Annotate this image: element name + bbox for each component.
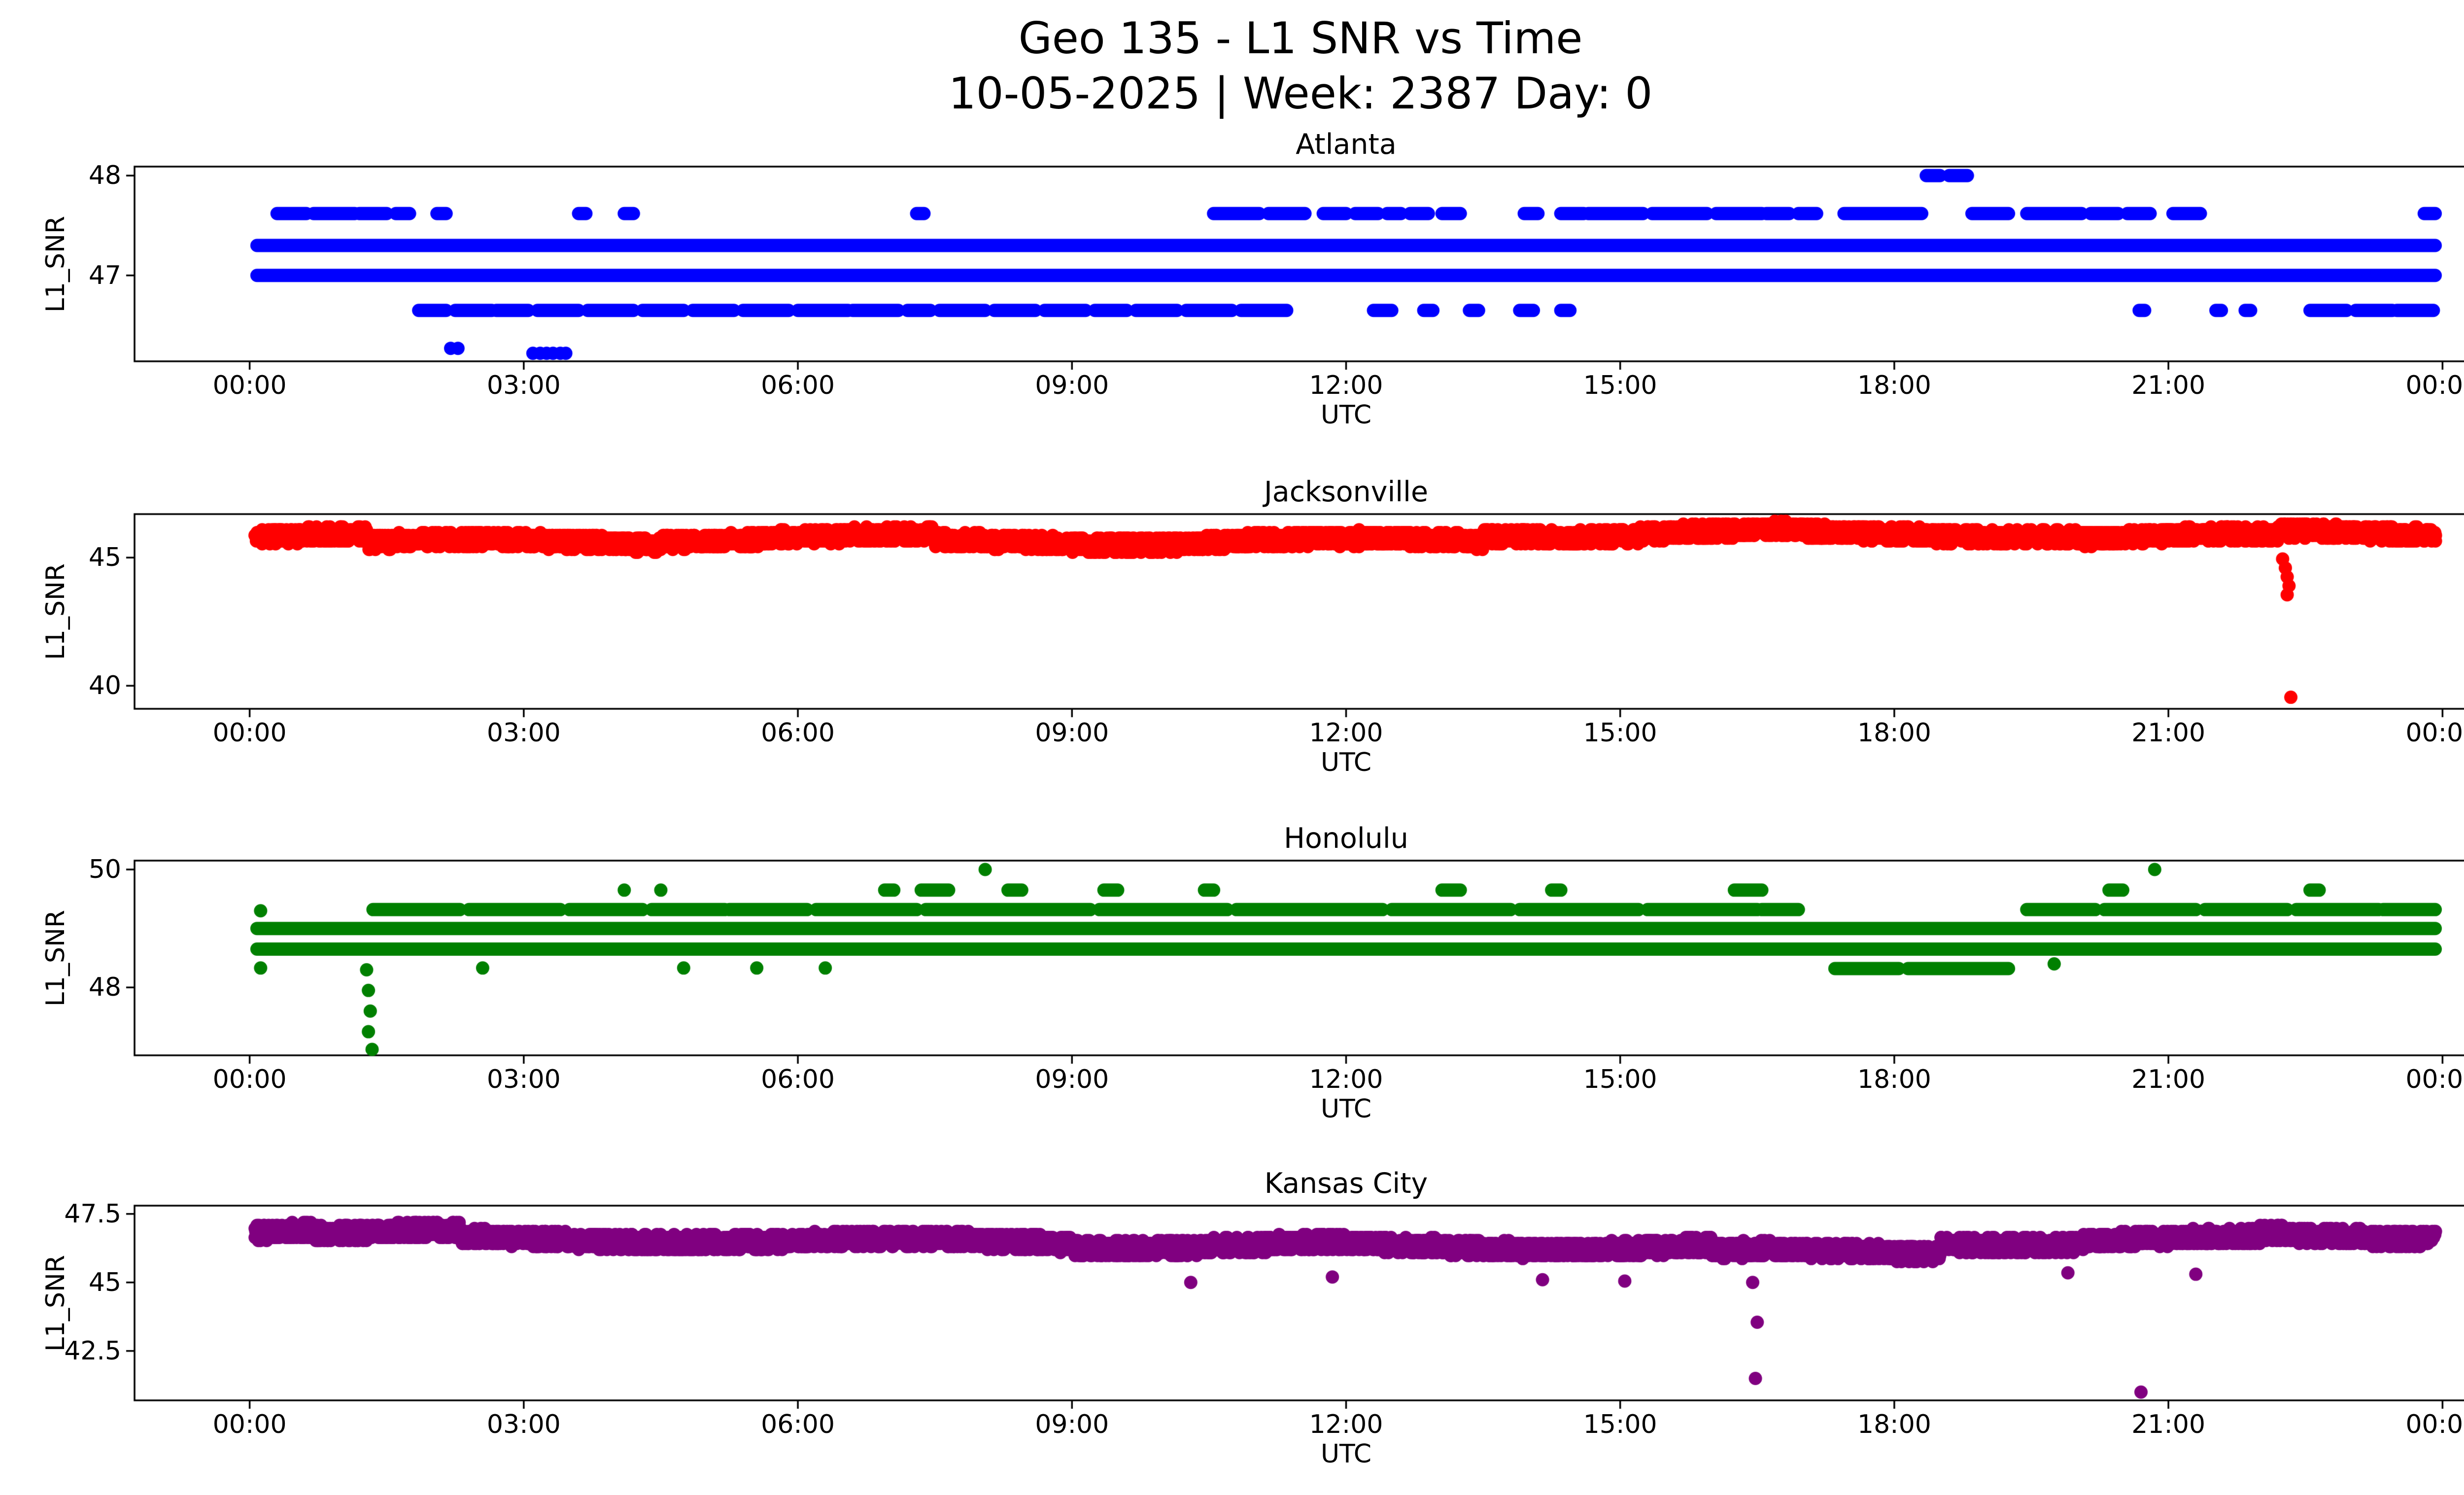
x-tick-label: 03:00: [486, 371, 561, 400]
y-axis-label: L1_SNR: [41, 563, 70, 661]
subplot-kansas-city: Kansas City L1_SNR UTC 00:00 03:00 06:00 09…: [0, 1167, 2464, 1493]
x-tick-label: 00:00: [212, 371, 287, 400]
x-tick-label: 18:00: [1857, 1065, 1931, 1094]
x-tick-label: 15:00: [1583, 718, 1657, 748]
subplot-title: Jacksonville: [1264, 476, 1429, 508]
x-tick-label: 15:00: [1583, 1410, 1657, 1439]
x-tick-label: 18:00: [1857, 1410, 1931, 1439]
y-tick-label: 50: [88, 854, 121, 884]
subplot-title: Honolulu: [1284, 822, 1408, 855]
x-axis-label: UTC: [1320, 1439, 1372, 1469]
figure-title-line2: 10-05-2025 | Week: 2387 Day: 0: [948, 68, 1653, 119]
y-tick-label: 47.5: [64, 1199, 121, 1229]
subplot-honolulu: Honolulu L1_SNR UTC 00:00 03:00 06:00 09:00…: [0, 822, 2464, 1147]
x-axis-label: UTC: [1320, 748, 1372, 777]
x-tick-label: 15:00: [1583, 1065, 1657, 1094]
x-tick-label: 00:00: [2405, 1065, 2464, 1094]
x-tick-label: 09:00: [1035, 718, 1109, 748]
x-tick-label: 12:00: [1309, 1065, 1383, 1094]
x-tick-label: 00:00: [2405, 718, 2464, 748]
x-tick-label: 00:00: [212, 1065, 287, 1094]
figure-title-line1: Geo 135 - L1 SNR vs Time: [1018, 13, 1583, 64]
subplot-atlanta: Atlanta L1_SNR UTC 00:00 03:00 06:00 09:00 1…: [0, 128, 2464, 453]
x-tick-label: 00:00: [2405, 371, 2464, 400]
x-axis-label: UTC: [1320, 1094, 1372, 1124]
y-tick-label: 47: [88, 260, 121, 290]
x-tick-label: 00:00: [212, 1410, 287, 1439]
x-tick-label: 18:00: [1857, 371, 1931, 400]
x-tick-label: 21:00: [2131, 371, 2206, 400]
figure-title: Geo 135 - L1 SNR vs Time 10-05-2025 | We…: [0, 11, 2464, 121]
x-tick-label: 00:00: [212, 718, 287, 748]
y-tick-label: 48: [88, 161, 121, 191]
x-tick-label: 21:00: [2131, 1410, 2206, 1439]
x-tick-label: 06:00: [761, 718, 835, 748]
x-tick-label: 03:00: [486, 1410, 561, 1439]
subplot-title: Kansas City: [1264, 1167, 1428, 1200]
y-axis-label: L1_SNR: [41, 909, 70, 1007]
x-tick-label: 09:00: [1035, 371, 1109, 400]
x-tick-label: 12:00: [1309, 371, 1383, 400]
x-tick-label: 15:00: [1583, 371, 1657, 400]
x-tick-label: 03:00: [486, 1065, 561, 1094]
x-tick-label: 06:00: [761, 1410, 835, 1439]
x-axis-label: UTC: [1320, 400, 1372, 430]
y-tick-label: 45: [88, 1267, 121, 1297]
x-tick-label: 12:00: [1309, 1410, 1383, 1439]
y-tick-label: 45: [88, 543, 121, 573]
x-tick-label: 03:00: [486, 718, 561, 748]
subplot-title: Atlanta: [1296, 128, 1397, 161]
x-tick-label: 06:00: [761, 371, 835, 400]
x-tick-label: 12:00: [1309, 718, 1383, 748]
y-tick-label: 42.5: [64, 1336, 121, 1366]
x-tick-label: 09:00: [1035, 1410, 1109, 1439]
y-axis-label: L1_SNR: [41, 215, 70, 313]
x-tick-label: 21:00: [2131, 718, 2206, 748]
subplot-jacksonville: Jacksonville L1_SNR UTC 00:00 03:00 06:00 0…: [0, 476, 2464, 801]
x-tick-label: 09:00: [1035, 1065, 1109, 1094]
y-tick-label: 40: [88, 671, 121, 701]
x-tick-label: 00:00: [2405, 1410, 2464, 1439]
x-tick-label: 18:00: [1857, 718, 1931, 748]
y-tick-label: 48: [88, 973, 121, 1003]
x-tick-label: 06:00: [761, 1065, 835, 1094]
x-tick-label: 21:00: [2131, 1065, 2206, 1094]
